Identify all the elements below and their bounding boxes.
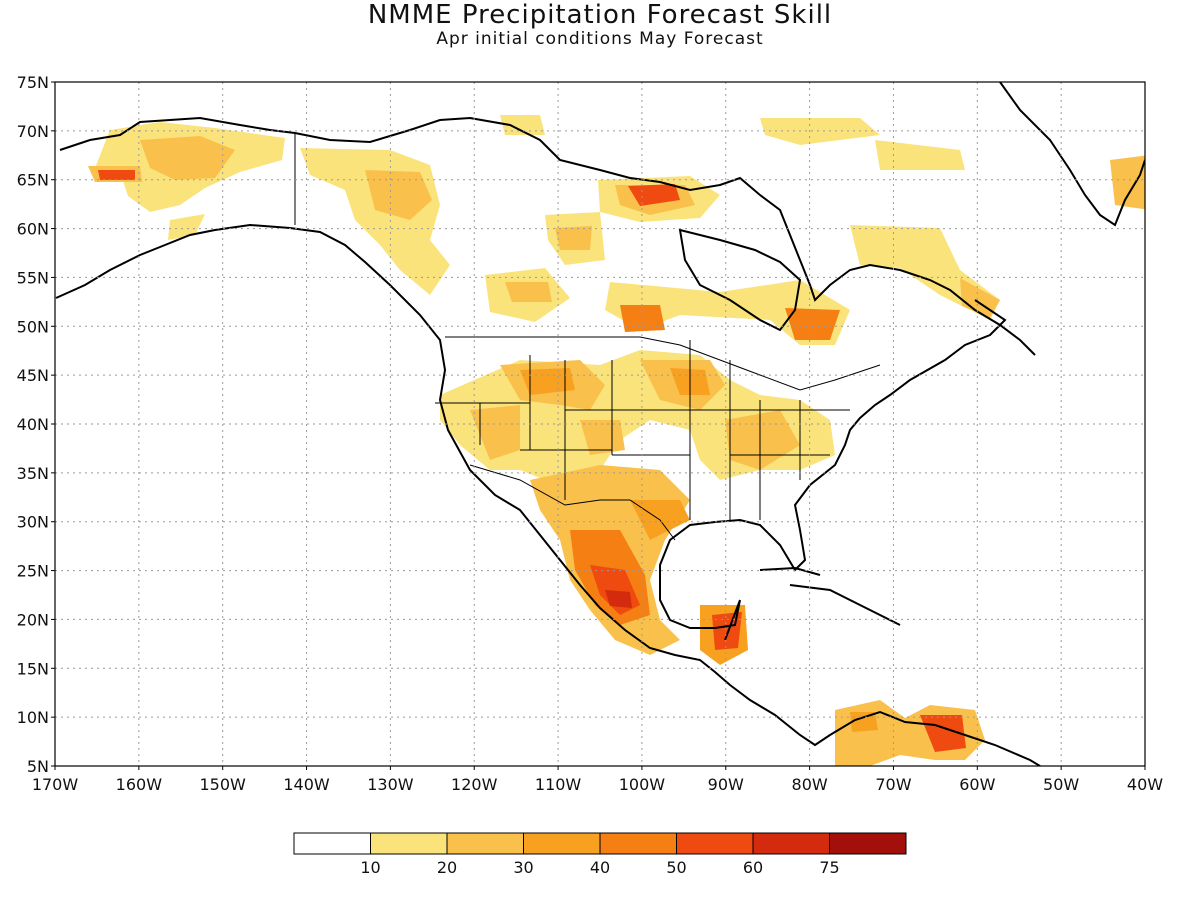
lon-label: 140W: [283, 775, 330, 794]
colorbar-swatch: [752, 832, 830, 855]
colorbar-swatch: [676, 832, 754, 855]
gridlines: [55, 82, 1145, 766]
lat-label: 30N: [17, 513, 49, 532]
lat-label: 70N: [17, 122, 49, 141]
lon-label: 80W: [792, 775, 828, 794]
map-subtitle: Apr initial conditions May Forecast: [436, 29, 764, 49]
lat-label: 5N: [27, 757, 49, 776]
lat-label: 75N: [17, 73, 49, 92]
colorbar-label: 30: [513, 858, 533, 877]
coastlines: [55, 82, 1145, 766]
lon-label: 170W: [32, 775, 79, 794]
lon-label: 60W: [959, 775, 995, 794]
colorbar-swatch: [829, 832, 907, 855]
lat-axis-labels: 5N 10N 15N 20N 25N 30N 35N 40N 45N 50N 55N 60N 65N 70…: [17, 73, 55, 776]
skill-shading: [88, 115, 1145, 766]
lon-label: 120W: [451, 775, 498, 794]
lat-label: 55N: [17, 268, 49, 287]
skill-region-yukon: [300, 148, 450, 295]
map-title: NMME Precipitation Forecast Skill: [367, 0, 833, 30]
colorbar-label: 40: [590, 858, 610, 877]
lat-label: 65N: [17, 171, 49, 190]
borders: [294, 133, 881, 541]
colorbar-swatch: [370, 832, 448, 855]
colorbar-label: 60: [743, 858, 763, 877]
lon-label: 70W: [875, 775, 911, 794]
lat-label: 20N: [17, 610, 49, 629]
colorbar-swatch: [599, 832, 677, 855]
lon-label: 130W: [367, 775, 414, 794]
lat-label: 35N: [17, 464, 49, 483]
lon-axis-labels: 170W 160W 150W 140W 130W 120W 110W 100W 90W 80W 70…: [32, 766, 1163, 794]
lon-label: 150W: [200, 775, 247, 794]
colorbar: 10 20 30 40 50 60 75: [293, 832, 907, 877]
lat-label: 10N: [17, 708, 49, 727]
lon-label: 160W: [116, 775, 163, 794]
lat-label: 40N: [17, 415, 49, 434]
lon-label: 90W: [708, 775, 744, 794]
colorbar-label: 10: [360, 858, 380, 877]
lat-label: 25N: [17, 562, 49, 581]
lon-label: 100W: [619, 775, 666, 794]
colorbar-label: 50: [666, 858, 686, 877]
lat-label: 45N: [17, 366, 49, 385]
lat-label: 60N: [17, 220, 49, 239]
colorbar-swatch: [523, 832, 601, 855]
colorbar-label: 75: [819, 858, 839, 877]
colorbar-swatch: [293, 832, 371, 855]
lon-label: 50W: [1043, 775, 1079, 794]
lat-label: 15N: [17, 659, 49, 678]
colorbar-label: 20: [437, 858, 457, 877]
lat-label: 50N: [17, 317, 49, 336]
lon-label: 110W: [535, 775, 582, 794]
colorbar-swatch: [446, 832, 524, 855]
lon-label: 40W: [1127, 775, 1163, 794]
